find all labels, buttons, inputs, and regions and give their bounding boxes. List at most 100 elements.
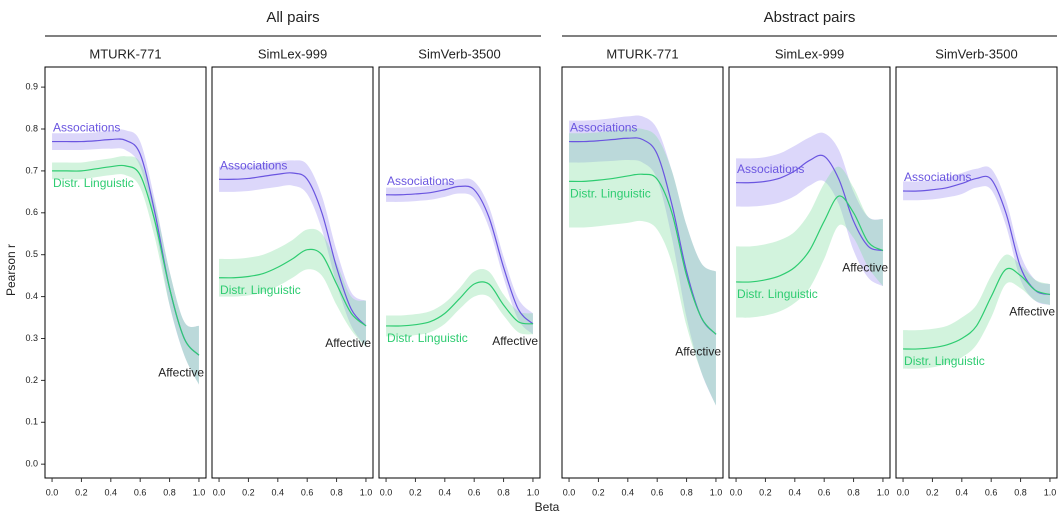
y-tick-label: 0.2 [25, 375, 38, 385]
x-axis-label: Beta [535, 500, 560, 514]
series-label: Associations [570, 121, 637, 135]
x-tick-label: 0.8 [163, 487, 176, 497]
annotation: Affective [842, 261, 888, 275]
y-tick-label: 0.0 [25, 459, 38, 469]
series-line [736, 154, 884, 252]
confidence-band [219, 228, 366, 347]
x-tick-label: 0.2 [409, 487, 422, 497]
confidence-band [903, 166, 1050, 305]
x-tick-label: 0.8 [847, 487, 860, 497]
x-tick-label: 0.8 [330, 487, 343, 497]
y-tick-label: 0.3 [25, 333, 38, 343]
y-tick-label: 0.9 [25, 81, 38, 91]
series-line [569, 137, 717, 335]
series-label: Distr. Linguistic [220, 283, 301, 297]
x-tick-label: 0.6 [301, 487, 314, 497]
y-tick-label: 0.8 [25, 123, 38, 133]
panel-frame [211, 66, 374, 479]
panel-frame [44, 66, 207, 479]
series-label: Distr. Linguistic [570, 187, 651, 201]
panel-title: SimVerb-3500 [935, 46, 1017, 61]
series-line [52, 164, 200, 356]
series-label: Associations [53, 121, 120, 135]
x-tick-label: 0.0 [897, 487, 910, 497]
confidence-band [736, 132, 883, 287]
annotation: Affective [325, 336, 371, 350]
y-tick-label: 0.6 [25, 207, 38, 217]
series-label: Distr. Linguistic [53, 176, 134, 190]
x-tick-label: 1.0 [877, 487, 890, 497]
panel-title: SimLex-999 [258, 46, 327, 61]
x-tick-label: 0.4 [272, 487, 285, 497]
series-label: Associations [220, 158, 287, 172]
panel-frame [561, 66, 724, 479]
series-label: Distr. Linguistic [737, 287, 818, 301]
series-line [386, 281, 534, 327]
y-tick-label: 0.5 [25, 249, 38, 259]
y-tick-label: 0.7 [25, 165, 38, 175]
panel-title: SimVerb-3500 [418, 46, 500, 61]
x-tick-label: 0.4 [956, 487, 969, 497]
series-label: Distr. Linguistic [904, 354, 985, 368]
x-tick-label: 0.2 [759, 487, 772, 497]
series-line [569, 173, 717, 335]
confidence-band [903, 254, 1050, 369]
annotation: Affective [1009, 305, 1055, 319]
series-line [219, 248, 367, 327]
series-line [386, 185, 534, 325]
panel-frame [895, 66, 1058, 479]
x-tick-label: 0.0 [563, 487, 576, 497]
panel-title: MTURK-771 [606, 46, 678, 61]
x-tick-label: 0.0 [46, 487, 59, 497]
series-line [903, 267, 1051, 350]
x-tick-label: 0.4 [789, 487, 802, 497]
x-tick-label: 0.0 [730, 487, 743, 497]
confidence-band [736, 166, 883, 318]
group-title: All pairs [266, 9, 319, 26]
series-label: Associations [387, 174, 454, 188]
group-title: Abstract pairs [764, 9, 856, 26]
x-tick-label: 0.4 [622, 487, 635, 497]
series-line [903, 175, 1051, 296]
x-tick-label: 0.6 [651, 487, 664, 497]
series-label: Distr. Linguistic [387, 331, 468, 345]
annotation: Affective [492, 334, 538, 348]
x-tick-label: 0.6 [468, 487, 481, 497]
y-axis-label: Pearson r [4, 244, 18, 296]
series-line [736, 195, 884, 283]
y-tick-label: 0.1 [25, 417, 38, 427]
x-tick-label: 0.0 [380, 487, 393, 497]
annotation: Affective [675, 344, 721, 358]
y-tick-label: 0.4 [25, 291, 38, 301]
x-tick-label: 0.2 [75, 487, 88, 497]
series-label: Associations [737, 162, 804, 176]
x-tick-label: 0.2 [592, 487, 605, 497]
x-tick-label: 1.0 [1044, 487, 1057, 497]
x-tick-label: 0.8 [497, 487, 510, 497]
panel-frame [728, 66, 891, 479]
confidence-band [52, 156, 199, 385]
x-tick-label: 0.2 [242, 487, 255, 497]
confidence-band [386, 268, 533, 337]
x-tick-label: 1.0 [360, 487, 373, 497]
confidence-band [569, 115, 716, 406]
annotation: Affective [158, 365, 204, 379]
x-tick-label: 0.2 [926, 487, 939, 497]
x-tick-label: 0.8 [1014, 487, 1027, 497]
x-tick-label: 1.0 [527, 487, 540, 497]
panel-title: SimLex-999 [775, 46, 844, 61]
panel-frame [378, 66, 541, 479]
panel-title: MTURK-771 [89, 46, 161, 61]
x-tick-label: 0.6 [134, 487, 147, 497]
x-tick-label: 0.4 [105, 487, 118, 497]
confidence-band [386, 178, 533, 335]
x-tick-label: 0.8 [680, 487, 693, 497]
x-tick-label: 0.6 [818, 487, 831, 497]
x-tick-label: 0.0 [213, 487, 226, 497]
series-line [219, 172, 367, 327]
x-tick-label: 0.4 [439, 487, 452, 497]
confidence-band [569, 128, 716, 406]
x-tick-label: 1.0 [710, 487, 723, 497]
x-tick-label: 0.6 [985, 487, 998, 497]
